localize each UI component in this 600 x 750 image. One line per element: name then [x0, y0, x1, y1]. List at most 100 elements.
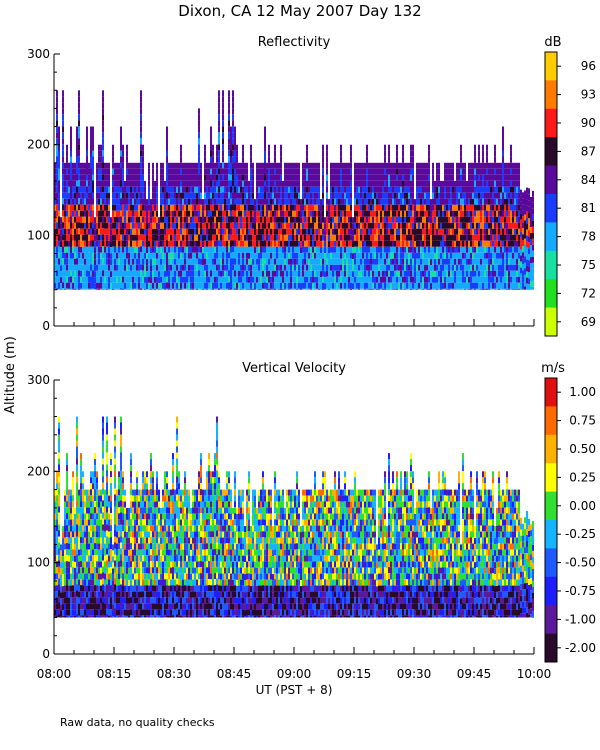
data-cell — [200, 222, 202, 229]
data-cell — [260, 216, 262, 223]
data-cell — [142, 168, 144, 175]
data-cell — [74, 234, 76, 241]
data-cell — [140, 150, 142, 157]
data-cell — [338, 258, 340, 265]
data-cell — [484, 264, 486, 271]
data-cell — [170, 282, 172, 289]
data-cell — [262, 246, 264, 253]
data-cell — [316, 282, 318, 289]
data-cell — [278, 264, 280, 271]
data-cell — [128, 168, 130, 175]
data-cell — [278, 204, 280, 211]
data-cell — [182, 192, 184, 199]
data-cell — [86, 270, 88, 277]
data-cell — [368, 174, 370, 181]
data-cell — [372, 168, 374, 175]
data-cell — [230, 180, 232, 187]
data-cell — [336, 246, 338, 253]
data-cell — [400, 216, 402, 223]
data-cell — [54, 186, 56, 193]
data-cell — [106, 162, 108, 169]
data-cell — [122, 216, 124, 223]
data-cell — [344, 234, 346, 241]
data-cell — [96, 192, 98, 199]
data-cell — [472, 270, 474, 277]
data-cell — [136, 216, 138, 223]
data-cell — [294, 228, 296, 235]
data-cell — [214, 216, 216, 223]
data-cell — [166, 144, 168, 151]
data-cell — [150, 265, 152, 272]
data-cell — [70, 252, 72, 259]
data-cell — [360, 234, 362, 241]
data-cell — [438, 186, 440, 193]
data-cell — [384, 180, 386, 187]
data-cell — [396, 288, 398, 290]
data-cell — [210, 150, 212, 157]
data-cell — [366, 162, 368, 169]
data-cell — [72, 192, 74, 199]
data-cell — [452, 216, 454, 223]
data-cell — [444, 234, 446, 241]
data-cell — [428, 264, 430, 271]
data-cell — [368, 288, 370, 290]
data-cell — [476, 240, 478, 247]
data-cell — [262, 258, 264, 265]
data-cell — [92, 210, 94, 217]
data-cell — [456, 198, 458, 205]
data-cell — [298, 228, 300, 235]
data-cell — [330, 240, 332, 247]
data-cell — [280, 282, 282, 289]
data-cell — [396, 204, 398, 211]
data-cell — [326, 258, 328, 265]
data-cell — [454, 210, 456, 217]
data-cell — [284, 192, 286, 199]
data-cell — [66, 222, 68, 229]
data-cell — [464, 240, 466, 247]
data-cell — [240, 216, 242, 223]
data-cell — [242, 180, 244, 187]
data-cell — [468, 228, 470, 235]
data-cell — [242, 252, 244, 259]
data-cell — [206, 276, 208, 283]
data-cell — [438, 198, 440, 205]
data-cell — [140, 132, 142, 139]
data-cell — [242, 204, 244, 211]
data-cell — [124, 270, 126, 277]
data-cell — [390, 270, 392, 277]
data-cell — [76, 288, 78, 290]
data-cell — [322, 210, 324, 217]
data-cell — [438, 270, 440, 277]
data-cell — [290, 252, 292, 259]
data-cell — [88, 210, 90, 217]
data-cell — [448, 240, 450, 247]
data-cell — [92, 252, 94, 259]
data-cell — [172, 264, 174, 271]
data-cell — [382, 234, 384, 241]
data-cell — [154, 258, 156, 265]
data-cell — [290, 258, 292, 265]
data-cell — [462, 258, 464, 265]
data-cell — [86, 210, 88, 217]
data-cell — [316, 252, 318, 259]
data-cell — [232, 258, 234, 265]
data-cell — [306, 270, 308, 277]
data-cell — [224, 180, 226, 187]
data-cell — [144, 216, 146, 223]
data-cell — [370, 234, 372, 241]
data-cell — [116, 252, 118, 259]
data-cell — [398, 282, 400, 289]
data-cell — [108, 264, 110, 271]
data-cell — [138, 246, 140, 253]
data-cell — [474, 204, 476, 211]
data-cell — [252, 264, 254, 271]
data-cell — [114, 252, 116, 259]
data-cell — [188, 180, 190, 187]
data-cell — [448, 288, 450, 290]
data-cell — [140, 222, 142, 229]
data-cell — [404, 240, 406, 247]
data-cell — [312, 234, 314, 241]
data-cell — [122, 198, 124, 205]
data-cell — [232, 132, 234, 139]
data-cell — [66, 174, 68, 181]
